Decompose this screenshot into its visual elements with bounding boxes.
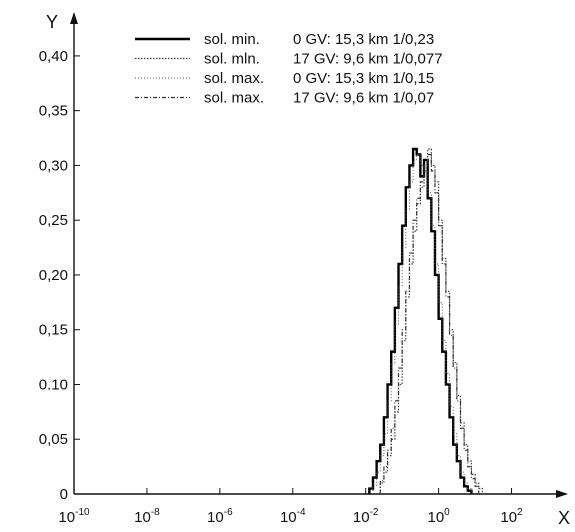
- y-tick-label: 0,35: [39, 103, 68, 120]
- x-axis-arrow: [556, 490, 568, 498]
- legend-series-detail: 0 GV: 15,3 km 1/0,23: [293, 31, 434, 48]
- axes: Y X 0 0,05 0.10 0,15 0,20 0,25 0,30 0,35 0,40 10-10…: [39, 12, 570, 528]
- legend-series-name: sol. max.: [204, 90, 264, 107]
- x-tick-label: 10-8: [134, 507, 160, 526]
- y-tick-label: 0.10: [39, 376, 68, 393]
- y-tick-label: 0,40: [39, 48, 68, 65]
- legend-series-detail: 17 GV: 9,6 km 1/0,077: [293, 51, 443, 68]
- x-tick-label: 10-4: [280, 507, 306, 526]
- y-tick-label: 0,15: [39, 322, 68, 339]
- series-2-histogram: [379, 148, 483, 494]
- legend-series-name: sol. min.: [204, 31, 260, 48]
- series-layer: [368, 147, 483, 494]
- y-axis-label: Y: [46, 12, 58, 32]
- x-axis-label: X: [558, 508, 570, 528]
- y-tick-label: 0,05: [39, 431, 68, 448]
- x-tick-label: 10-10: [58, 507, 90, 526]
- x-tick-label: 10-6: [207, 507, 233, 526]
- series-4-histogram: [379, 153, 480, 494]
- y-tick-label: 0,20: [39, 267, 68, 284]
- legend-series-detail: 17 GV: 9,6 km 1/0,07: [293, 90, 434, 107]
- y-tick-label: 0: [60, 486, 68, 503]
- legend-series-detail: 0 GV: 15,3 km 1/0,15: [293, 70, 434, 87]
- y-axis-arrow: [70, 12, 78, 24]
- series-1-histogram: [368, 147, 473, 494]
- y-tick-label: 0,25: [39, 212, 68, 229]
- legend-series-name: sol. mln.: [204, 51, 260, 68]
- legend: sol. min. 0 GV: 15,3 km 1/0,23 sol. mln. 17…: [135, 31, 443, 107]
- series-3-histogram: [372, 153, 472, 494]
- x-tick-label: 10-2: [353, 507, 379, 526]
- y-tick-label: 0,30: [39, 157, 68, 174]
- x-tick-label: 100: [427, 507, 450, 526]
- x-tick-label: 102: [500, 507, 523, 526]
- legend-series-name: sol. max.: [204, 70, 264, 87]
